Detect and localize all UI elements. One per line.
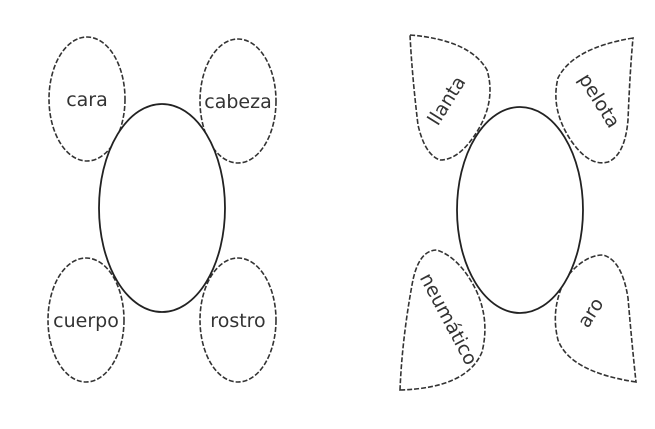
right-word-bottom-left: neumático xyxy=(415,270,482,369)
left-word-bottom-left: cuerpo xyxy=(53,310,119,332)
right-top-right-leaf xyxy=(555,37,634,164)
right-bottom-left-leaf xyxy=(399,249,486,391)
right-word-top-left: llanta xyxy=(423,72,470,129)
left-bottom-left-bubble xyxy=(47,257,125,383)
left-word-web: cara cabeza cuerpo rostro xyxy=(47,36,277,383)
left-word-top-left: cara xyxy=(66,89,108,111)
right-word-bottom-right: aro xyxy=(573,294,608,332)
left-word-top-right: cabeza xyxy=(204,91,271,113)
left-center-circle[interactable] xyxy=(98,103,226,313)
left-bottom-right-bubble xyxy=(199,257,277,383)
left-center-circle-fill xyxy=(99,104,225,312)
left-top-left-bubble xyxy=(48,36,126,162)
right-top-left-leaf xyxy=(409,34,491,161)
right-center-circle[interactable] xyxy=(456,106,584,314)
left-top-right-bubble xyxy=(199,38,277,164)
right-center-circle-fill xyxy=(457,107,583,313)
left-word-bottom-right: rostro xyxy=(210,310,265,332)
right-word-top-right: pelota xyxy=(574,70,624,132)
right-word-web: llanta pelota neumático aro xyxy=(399,34,637,391)
right-bottom-right-leaf xyxy=(554,254,637,383)
